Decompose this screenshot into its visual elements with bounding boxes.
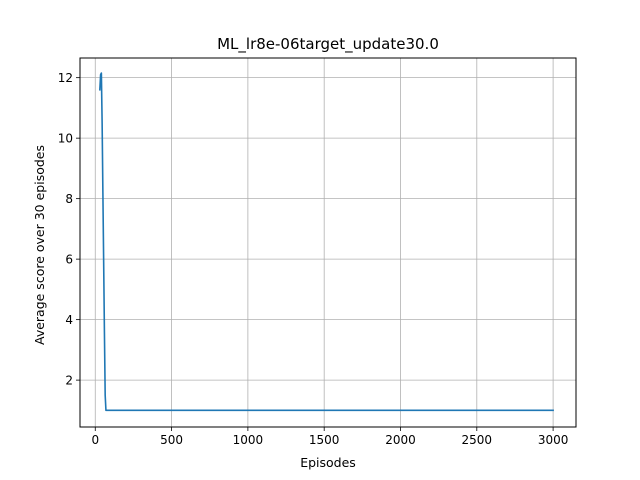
x-axis: 0 500 1000 1500 2000 2500 3000 (91, 427, 568, 447)
y-tick-label: 12 (58, 71, 73, 85)
y-axis: 2 4 6 8 10 12 (58, 71, 80, 388)
x-tick-label: 500 (160, 433, 183, 447)
x-tick-label: 0 (91, 433, 99, 447)
grid-lines (80, 58, 576, 427)
x-tick-label: 3000 (538, 433, 569, 447)
chart-title: ML_lr8e-06target_update30.0 (217, 35, 439, 54)
y-axis-label: Average score over 30 episodes (32, 145, 47, 345)
y-tick-label: 4 (65, 313, 73, 327)
series-line-0 (99, 72, 554, 412)
y-tick-label: 2 (65, 374, 73, 388)
x-tick-label: 2500 (462, 433, 493, 447)
y-tick-label: 8 (65, 192, 73, 206)
x-tick-label: 1500 (309, 433, 340, 447)
y-tick-label: 10 (58, 132, 73, 146)
plot-area-frame (79, 57, 577, 428)
x-tick-label: 1000 (233, 433, 264, 447)
x-axis-label: Episodes (300, 455, 356, 470)
y-tick-label: 6 (65, 253, 73, 267)
x-tick-label: 2000 (385, 433, 416, 447)
series-group (99, 72, 554, 412)
